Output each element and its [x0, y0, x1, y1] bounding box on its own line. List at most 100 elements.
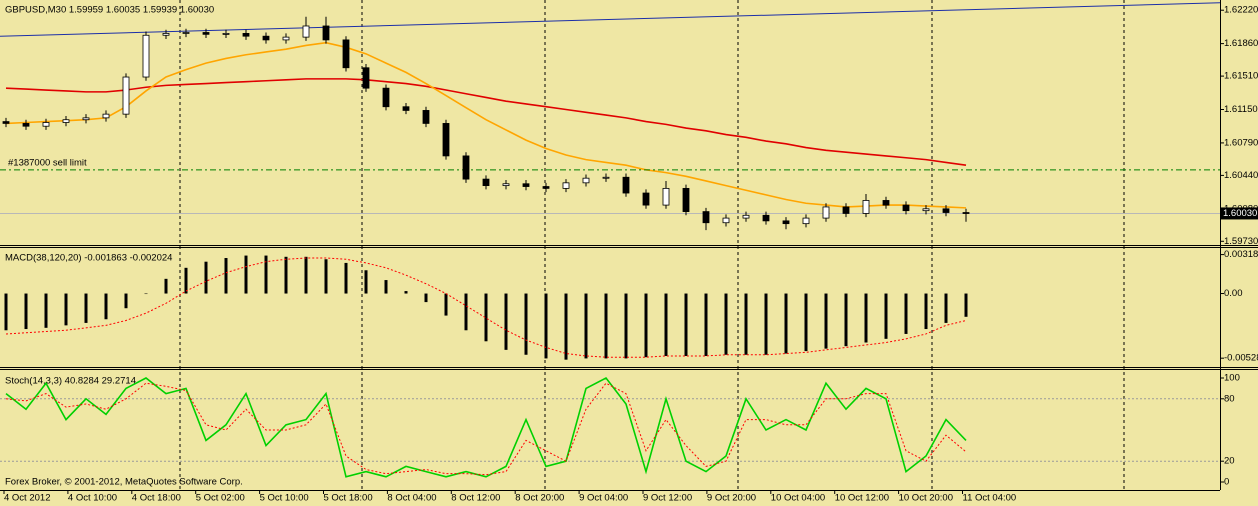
macd-bar	[564, 293, 568, 360]
macd-bar	[24, 293, 28, 330]
candle-body	[722, 217, 730, 224]
candle-body	[742, 214, 750, 219]
macd-bar	[524, 293, 528, 355]
y-tick-label: 0.00318	[1224, 249, 1258, 260]
macd-signal	[5, 257, 967, 358]
candle-body	[222, 33, 230, 35]
candle-body	[562, 182, 570, 189]
candle-body	[442, 123, 450, 157]
macd-bar	[184, 267, 188, 294]
macd-bar	[164, 278, 168, 294]
x-tick-label: 10 Oct 04:00	[771, 493, 825, 504]
macd-bar	[204, 261, 208, 294]
macd-bar	[464, 293, 468, 331]
macd-title: MACD(38,120,20) -0.001863 -0.002024	[5, 253, 172, 264]
macd-bar	[104, 293, 108, 320]
trendline	[0, 2, 1221, 37]
y-tick-label: 1.61150	[1224, 104, 1258, 115]
x-tick-label: 8 Oct 12:00	[451, 493, 500, 504]
macd-bar	[964, 293, 968, 317]
x-tick-label: 5 Oct 10:00	[260, 493, 309, 504]
macd-bar	[744, 293, 748, 355]
macd-bar	[544, 293, 548, 359]
macd-bar	[864, 293, 868, 343]
macd-bar	[484, 293, 488, 342]
candle-body	[822, 206, 830, 219]
macd-bar	[884, 293, 888, 339]
macd-bar	[424, 293, 428, 303]
candle-body	[542, 186, 550, 189]
y-tick-label: 1.62220	[1224, 5, 1258, 16]
macd-bar	[504, 293, 508, 350]
macd-bar	[144, 293, 148, 295]
y-tick-label: 1.59730	[1224, 236, 1258, 247]
candle-body	[942, 208, 950, 213]
macd-bar	[404, 291, 408, 294]
candle-body	[882, 200, 890, 206]
macd-bar	[364, 270, 368, 294]
macd-bar	[944, 293, 948, 323]
candle-body	[402, 106, 410, 111]
macd-bar	[844, 293, 848, 347]
candle-body	[782, 220, 790, 225]
macd-bar	[904, 293, 908, 334]
x-tick-label: 10 Oct 12:00	[835, 493, 889, 504]
macd-bar	[764, 293, 768, 355]
candle-body	[422, 110, 430, 124]
x-tick-label: 10 Oct 20:00	[899, 493, 953, 504]
candle-body	[82, 117, 90, 121]
macd-bar	[304, 256, 308, 294]
macd-bar	[444, 293, 448, 316]
macd-bar	[784, 293, 788, 354]
y-tick-label: -0.00528	[1224, 353, 1258, 364]
candle-body	[602, 176, 610, 179]
candle-body	[802, 217, 810, 225]
y-tick-label: 1.61510	[1224, 71, 1258, 82]
x-tick-label: 9 Oct 12:00	[643, 493, 692, 504]
candle-body	[342, 39, 350, 69]
candle-body	[202, 32, 210, 35]
candle-body	[322, 25, 330, 41]
candle-body	[282, 36, 290, 41]
x-tick-label: 4 Oct 18:00	[132, 493, 181, 504]
x-tick-label: 11 Oct 04:00	[963, 493, 1017, 504]
macd-bar	[264, 255, 268, 294]
y-tick-label: 0	[1224, 477, 1229, 488]
macd-bar	[824, 293, 828, 349]
x-tick-label: 5 Oct 02:00	[196, 493, 245, 504]
macd-bar	[44, 293, 48, 328]
candle-body	[502, 183, 510, 187]
macd-bar	[584, 293, 588, 359]
macd-bar	[4, 293, 8, 331]
price-title: GBPUSD,M30 1.59959 1.60035 1.59939 1.600…	[5, 5, 214, 16]
candle-body	[122, 76, 130, 115]
y-tick-label: 1.60790	[1224, 137, 1258, 148]
candle-body	[162, 33, 170, 36]
macd-bar	[324, 259, 328, 294]
macd-bar	[644, 293, 648, 358]
x-tick-label: 9 Oct 20:00	[707, 493, 756, 504]
macd-bar	[244, 255, 248, 294]
candle-body	[242, 33, 250, 37]
x-tick-label: 4 Oct 10:00	[68, 493, 117, 504]
candle-body	[22, 123, 30, 127]
stoch-line	[5, 376, 967, 478]
y-tick-label: 100	[1224, 373, 1240, 384]
candle-body	[262, 35, 270, 41]
candle-body	[522, 183, 530, 187]
x-tick-label: 4 Oct 2012	[4, 493, 50, 504]
footer: Forex Broker, © 2001-2012, MetaQuotes So…	[5, 477, 243, 488]
candle-body	[762, 214, 770, 222]
y-tick-label: 1.61860	[1224, 38, 1258, 49]
macd-bar	[344, 262, 348, 294]
macd-bar	[724, 293, 728, 355]
candle-body	[662, 187, 670, 206]
candle-body	[702, 211, 710, 224]
candle-body	[142, 34, 150, 78]
candle-body	[842, 206, 850, 214]
candle-body	[862, 200, 870, 214]
candle-body	[482, 178, 490, 187]
macd-bar	[84, 293, 88, 323]
